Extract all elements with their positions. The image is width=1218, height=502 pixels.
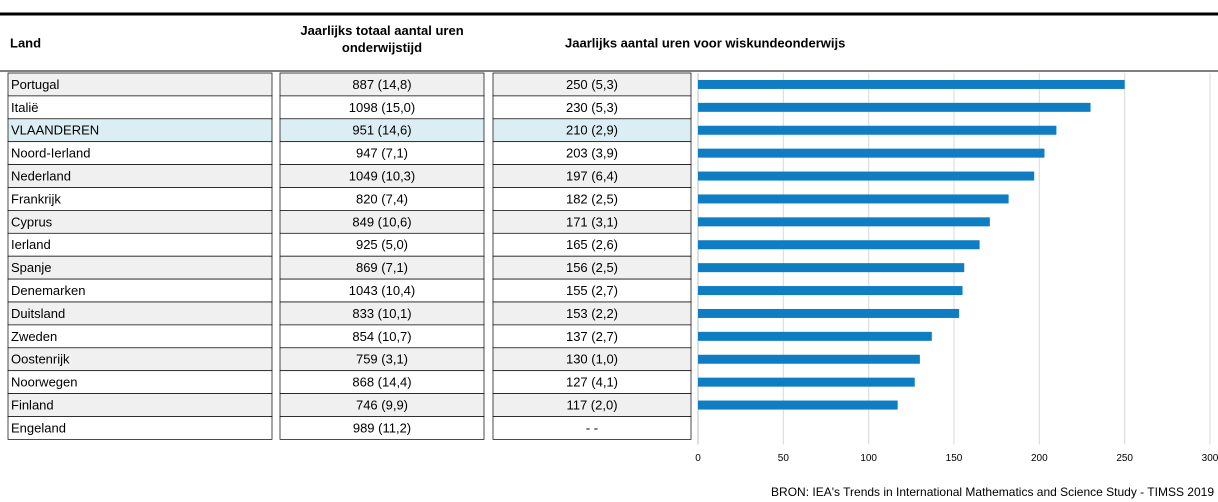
header: Land xyxy=(10,35,41,50)
cell-text: 951 (14,6) xyxy=(352,123,411,138)
cell-text: 197 (6,4) xyxy=(566,168,618,183)
cell xyxy=(7,416,273,440)
cell-text: 182 (2,5) xyxy=(566,191,618,206)
header: Jaarlijks totaal aantal uren onderwijsti… xyxy=(300,23,464,55)
cell-text: Spanje xyxy=(11,260,51,275)
cell-text: 947 (7,1) xyxy=(356,146,408,161)
x-tick-label: 250 xyxy=(1116,453,1133,464)
cell-text: 230 (5,3) xyxy=(566,100,618,115)
cell-text: Zweden xyxy=(11,329,57,344)
header-wrap: Jaarlijks totaal aantal uren onderwijsti… xyxy=(300,23,464,55)
cell-text: 250 (5,3) xyxy=(566,77,618,92)
cell-text: Oostenrijk xyxy=(11,352,70,367)
cell-text: Duitsland xyxy=(11,306,65,321)
cell-text: Frankrijk xyxy=(11,191,61,206)
source: BRON: IEA's Trends in International Math… xyxy=(771,485,1214,499)
cell-text: Engeland xyxy=(11,420,66,435)
cell-text: 130 (1,0) xyxy=(566,352,618,367)
cell-text: 1098 (15,0) xyxy=(349,100,416,115)
cell-text: - - xyxy=(586,420,598,435)
cell-text: Noorwegen xyxy=(11,375,78,390)
cell-text: 759 (3,1) xyxy=(356,352,408,367)
x-tick-label: 100 xyxy=(860,453,877,464)
bar xyxy=(698,125,1057,135)
cell xyxy=(7,95,273,120)
bar xyxy=(698,286,963,296)
bar xyxy=(698,308,960,318)
bar xyxy=(698,217,990,227)
cell xyxy=(492,416,692,440)
cell-text: 137 (2,7) xyxy=(566,329,618,344)
cell-text: 868 (14,4) xyxy=(352,375,411,390)
cell-text: Italië xyxy=(11,100,38,115)
cell-text: 203 (3,9) xyxy=(566,146,618,161)
cell-text: 854 (10,7) xyxy=(352,329,411,344)
cell-text: 849 (10,6) xyxy=(352,214,411,229)
cell-text: Nederland xyxy=(11,168,71,183)
cell-text: 887 (14,8) xyxy=(352,77,411,92)
cell-text: 210 (2,9) xyxy=(566,123,618,138)
cell-text: 1049 (10,3) xyxy=(349,168,416,183)
x-tick-label: 50 xyxy=(778,453,790,464)
cell-text: Denemarken xyxy=(11,283,85,298)
bar xyxy=(698,331,932,341)
cell-text: 127 (4,1) xyxy=(566,375,618,390)
cell-text: Cyprus xyxy=(11,214,53,229)
bar xyxy=(698,354,920,364)
bar xyxy=(698,377,915,387)
cell-text: 989 (11,2) xyxy=(353,420,411,435)
bar xyxy=(698,263,965,273)
cell-text: 156 (2,5) xyxy=(566,260,618,275)
bar xyxy=(698,171,1035,181)
x-tick-label: 300 xyxy=(1202,453,1218,464)
bar xyxy=(698,102,1091,112)
cell-text: 153 (2,2) xyxy=(566,306,618,321)
cell-text: 746 (9,9) xyxy=(356,397,408,412)
x-tick-label: 150 xyxy=(946,453,963,464)
bar xyxy=(698,148,1045,158)
cell-text: Ierland xyxy=(11,237,51,252)
bar xyxy=(698,194,1009,204)
cell xyxy=(279,416,485,440)
header: Jaarlijks aantal uren voor wiskundeonder… xyxy=(565,35,845,50)
cell-text: Finland xyxy=(11,397,54,412)
cell-text: 820 (7,4) xyxy=(356,191,408,206)
cell-text: 117 (2,0) xyxy=(566,397,617,412)
x-tick-label: 200 xyxy=(1031,453,1048,464)
cell-text: 833 (10,1) xyxy=(352,306,411,321)
cell-text: 869 (7,1) xyxy=(356,260,408,275)
cell-text: 1043 (10,4) xyxy=(349,283,416,298)
cell-text: 171 (3,1) xyxy=(566,214,618,229)
cell-text: VLAANDEREN xyxy=(11,123,99,138)
cell-text: Noord-Ierland xyxy=(11,146,91,161)
bar xyxy=(698,240,980,250)
bar xyxy=(698,400,898,410)
cell-text: 165 (2,6) xyxy=(566,237,618,252)
cell-text: 925 (5,0) xyxy=(356,237,408,252)
bar xyxy=(698,79,1125,89)
cell-text: Portugal xyxy=(11,77,60,92)
x-tick-label: 0 xyxy=(695,453,701,464)
cell-text: 155 (2,7) xyxy=(566,283,618,298)
